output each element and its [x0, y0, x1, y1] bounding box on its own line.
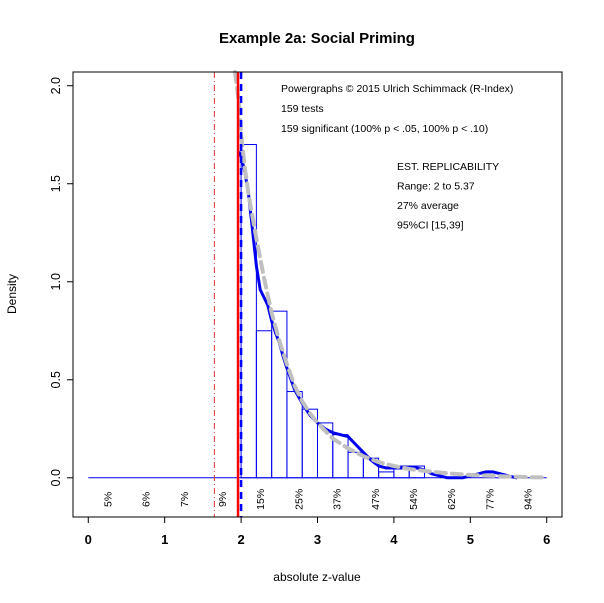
x-tick-label: 5 — [467, 532, 474, 547]
power-label: 6% — [141, 492, 153, 507]
power-label: 7% — [179, 492, 191, 507]
y-tick-label: 0.5 — [49, 371, 63, 388]
x-tick-label: 0 — [85, 532, 92, 547]
x-tick-label: 6 — [543, 532, 550, 547]
power-label: 37% — [332, 489, 344, 510]
histogram-bar — [286, 391, 303, 479]
annotation-line: Powergraphs © 2015 Ulrich Schimmack (R-I… — [281, 83, 513, 95]
x-tick-label: 3 — [314, 532, 321, 547]
x-tick-label: 1 — [161, 532, 168, 547]
power-label: 94% — [523, 489, 535, 510]
power-label: 9% — [217, 492, 229, 507]
power-labels: 5% 6% 7% 9% 15% 25% 37% 47% 54% 62% 77% 94% — [102, 489, 534, 510]
fitted-curve-line — [233, 70, 545, 480]
kernel-density-line — [237, 150, 518, 480]
y-axis-label: Density — [5, 274, 19, 314]
replicability-line: 27% average — [397, 200, 459, 212]
power-label: 47% — [370, 489, 382, 510]
x-axis-label: absolute z-value — [273, 570, 361, 584]
reference-lines — [213, 72, 243, 517]
histogram-bar — [378, 471, 395, 479]
power-label: 77% — [484, 489, 496, 510]
annotation-line: 159 significant (100% p < .05, 100% p < … — [281, 123, 488, 135]
power-label: 62% — [446, 489, 458, 510]
y-tick-label: 2.0 — [49, 77, 63, 94]
annotations: Powergraphs © 2015 Ulrich Schimmack (R-I… — [281, 83, 513, 232]
power-label: 15% — [255, 489, 267, 510]
histogram-bar — [255, 330, 273, 479]
replicability-line: 95%CI [15,39] — [397, 220, 464, 232]
power-label: 25% — [293, 489, 305, 510]
x-tick-label: 2 — [237, 532, 244, 547]
annotation-line: 159 tests — [281, 103, 324, 115]
histogram-bar — [271, 310, 288, 479]
x-tick-label: 4 — [390, 532, 398, 547]
replicability-line: EST. REPLICABILITY — [397, 161, 499, 173]
y-tick-label: 1.0 — [49, 273, 63, 290]
chart-title: Example 2a: Social Priming — [219, 30, 415, 47]
power-label: 54% — [408, 489, 420, 510]
y-tick-label: 1.5 — [49, 175, 63, 192]
power-label: 5% — [102, 492, 114, 507]
plot-frame — [72, 71, 563, 518]
y-tick-label: 0.0 — [49, 469, 63, 486]
replicability-line: Range: 2 to 5.37 — [397, 181, 475, 193]
density-curves — [233, 70, 545, 480]
